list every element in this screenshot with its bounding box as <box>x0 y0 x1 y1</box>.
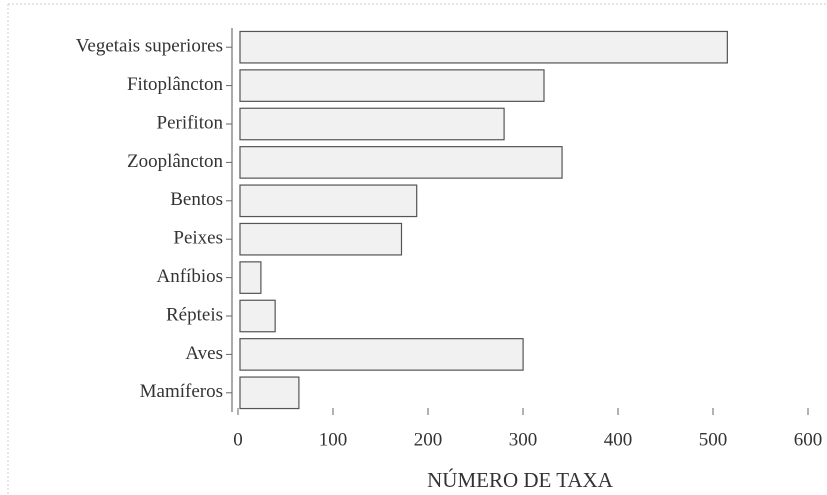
y-tick-label: Bentos <box>170 189 223 210</box>
x-tick-label: 600 <box>794 429 823 450</box>
bar <box>239 107 505 141</box>
y-tick-label: Répteis <box>166 304 223 325</box>
x-tick-label: 300 <box>509 429 538 450</box>
y-tick-label: Zooplâncton <box>127 151 224 172</box>
bar <box>239 69 545 102</box>
bar <box>239 30 728 64</box>
bar <box>239 184 418 218</box>
y-tick-label: Fitoplâncton <box>127 74 224 95</box>
bar <box>239 338 524 371</box>
bar <box>239 261 262 294</box>
x-tick-label: 500 <box>699 429 728 450</box>
y-tick-label: Peixes <box>173 228 223 249</box>
x-axis-label: NÚMERO DE TAXA <box>427 468 614 492</box>
x-tick-label: 200 <box>414 429 443 450</box>
x-tick-label: 400 <box>604 429 633 450</box>
y-tick-label: Aves <box>185 343 223 364</box>
y-tick-label: Anfíbios <box>157 266 224 287</box>
x-tick-label: 0 <box>233 429 243 450</box>
bar <box>239 376 300 410</box>
bar <box>239 146 563 179</box>
y-tick-label: Mamíferos <box>140 381 223 402</box>
bar <box>239 299 276 333</box>
x-tick-label: 100 <box>319 429 348 450</box>
y-tick-label: Perifiton <box>157 112 224 133</box>
bar <box>239 222 403 256</box>
y-tick-label: Vegetais superiores <box>76 36 223 57</box>
